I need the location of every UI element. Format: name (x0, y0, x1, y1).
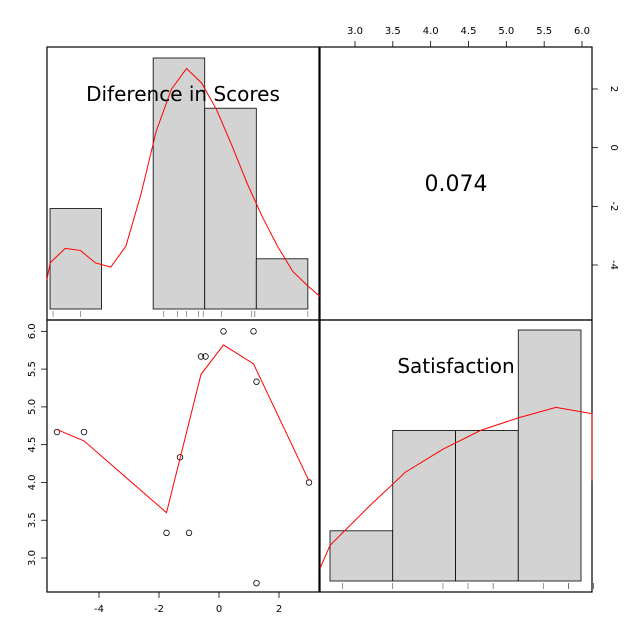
bottom-axis-tick-label: -4 (94, 604, 104, 615)
top-axis-tick-label: 4.0 (423, 26, 439, 37)
sat-histogram-bar (329, 530, 394, 582)
scatter-point (305, 479, 313, 486)
top-axis-tick-label: 5.5 (536, 26, 552, 37)
left-axis-tick-label: 4.5 (27, 437, 38, 453)
right-axis-tick-label: 0 (608, 144, 619, 150)
top-axis-tick-label: 5.0 (498, 26, 514, 37)
scatter-point (250, 328, 257, 335)
scatter-point (202, 353, 209, 360)
sat-density-curve (319, 406, 593, 569)
right-axis-tick-label: -2 (608, 201, 619, 211)
right-axis-tick-label: -4 (608, 260, 619, 270)
sat-histogram-layer (319, 329, 594, 589)
diff-histogram-bar (49, 208, 102, 310)
scatter-point (253, 378, 260, 385)
top-axis-tick-label: 6.0 (574, 26, 590, 37)
left-axis-tick-label: 3.0 (27, 550, 38, 566)
scatter-point (220, 328, 227, 335)
left-axis-tick-label: 5.0 (27, 399, 38, 415)
diagonal-label-diff: Diference in Scores (86, 82, 280, 106)
left-axis-tick-label: 5.5 (27, 361, 38, 377)
diff-histogram-layer (46, 57, 321, 317)
left-axis-tick-label: 6.0 (27, 323, 38, 339)
scatter-point (53, 428, 61, 436)
scatter-smooth-line (56, 344, 310, 514)
top-axis-tick-label: 3.0 (347, 26, 363, 37)
right-axis-tick-label: 2 (608, 86, 619, 92)
scatter-point (185, 529, 193, 537)
sat-histogram-bar (517, 329, 582, 582)
left-axis-tick-label: 3.5 (27, 512, 38, 528)
bottom-axis-tick-label: 2 (276, 604, 282, 615)
correlation-value: 0.074 (425, 172, 488, 197)
panel-scatter (46, 319, 320, 593)
bottom-axis-tick-label: 0 (216, 604, 222, 615)
diff-histogram-bar (152, 57, 206, 310)
bottom-axis-tick-label: -2 (154, 604, 164, 615)
scatter-point (163, 529, 170, 537)
diff-density-curve (46, 67, 321, 297)
sat-histogram-bar (392, 429, 456, 582)
left-axis-tick-label: 4.0 (27, 474, 38, 490)
scatter-layer (53, 328, 313, 587)
scatter-point (80, 428, 88, 436)
scatter-point (253, 579, 260, 587)
diff-histogram-bar (204, 107, 257, 310)
scatter-point (197, 353, 205, 360)
axes-layer: -4 -2 0 2 3.0 3.5 4.0 4.5 5.0 5.5 6.0 3.0 3.5 4.0 4.5 5… (27, 26, 619, 615)
diff-histogram-bar (255, 258, 309, 310)
diagonal-label-sat: Satisfaction (397, 354, 514, 378)
top-axis-tick-label: 3.5 (385, 26, 401, 37)
top-axis-tick-label: 4.5 (461, 26, 477, 37)
sat-histogram-bar (455, 429, 519, 582)
